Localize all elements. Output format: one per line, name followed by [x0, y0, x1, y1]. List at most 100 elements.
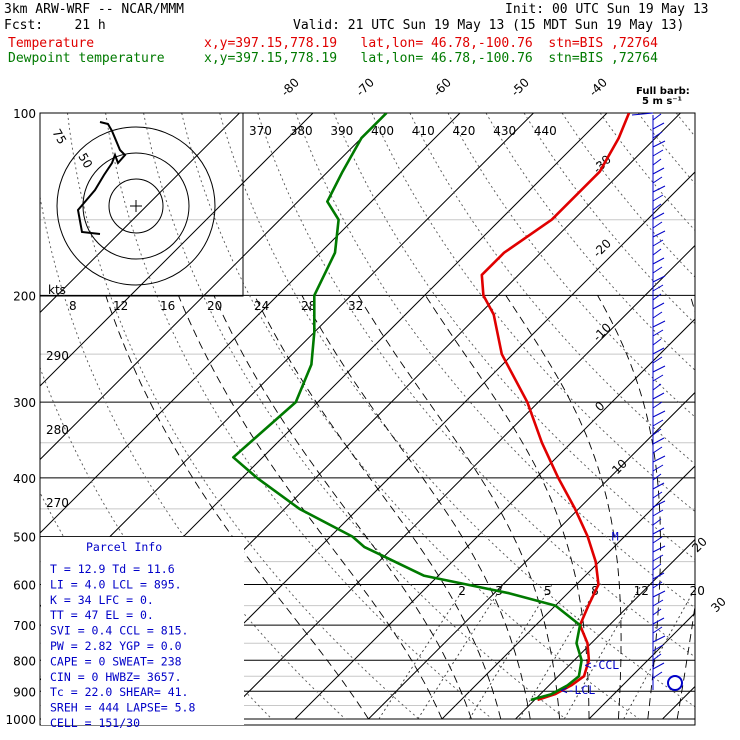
- theta-label-left: 290: [46, 349, 69, 363]
- isotherm-line: [221, 244, 695, 720]
- parcel-info-row: K = 34 LFC = 0.: [50, 593, 154, 607]
- isotherm-line: [40, 113, 387, 461]
- wind-barb: [652, 302, 665, 310]
- dry-adiabat: [333, 113, 695, 560]
- parcel-info-box: Parcel Info T = 12.9 Td = 11.6LI = 4.0 LC…: [41, 537, 244, 730]
- mixing-ratio-label: 20: [690, 584, 705, 598]
- dry-adiabat: [485, 113, 695, 371]
- speed-label: 16: [160, 299, 175, 313]
- hodograph-ring: [82, 152, 190, 260]
- speed-label: 8: [69, 299, 77, 313]
- parcel-info-row: CELL = 151/30: [50, 716, 140, 730]
- wind-barb: [652, 140, 666, 148]
- wind-barb: [652, 455, 666, 463]
- wind-barb: [652, 176, 663, 184]
- isotherm-line: [40, 113, 314, 387]
- temperature-legend-label: Temperature: [8, 36, 95, 51]
- plot-border: [39, 112, 696, 726]
- wind-barb: [652, 617, 665, 625]
- wind-barb: [652, 428, 662, 436]
- wind-barb: [652, 257, 665, 265]
- wind-barb: [652, 158, 662, 166]
- dry-adiabat: [409, 113, 695, 465]
- wind-barb: [652, 482, 665, 490]
- pressure-label: 300: [13, 396, 36, 410]
- wind-barb: [652, 275, 666, 283]
- parcel-info-row: CIN = 0 HWBZ= 3657.: [50, 670, 182, 684]
- dry-adiabat: [181, 113, 640, 720]
- sounding-traces: [232, 113, 631, 702]
- mixing-ratio-label: 12: [634, 584, 649, 598]
- speed-label: 28: [301, 299, 316, 313]
- wind-barb: [652, 671, 663, 679]
- wind-barb: [652, 401, 663, 409]
- isotherm-line: [368, 391, 695, 720]
- model-title: 3km ARW-WRF -- NCAR/MMM: [4, 2, 185, 17]
- wind-barb: [652, 554, 664, 562]
- isotherm-label: -40: [586, 75, 610, 99]
- wind-barb: [652, 653, 662, 661]
- wind-barb: [652, 365, 666, 373]
- barb-legend-line2: 5 m s⁻¹: [642, 96, 682, 107]
- parcel-box-bg: [41, 537, 244, 725]
- dry-adiabat: [67, 113, 420, 720]
- wind-barb: [652, 149, 664, 157]
- wind-barb: [652, 284, 664, 292]
- wind-barb: [652, 329, 664, 337]
- moist-adiabat: [301, 295, 531, 720]
- wind-barb: [652, 635, 666, 643]
- wind-barb: [652, 518, 662, 526]
- theta-label: 400: [371, 124, 394, 138]
- moist-adiabat: [676, 295, 695, 720]
- wind-barb: [652, 509, 664, 517]
- isotherm-line: [294, 318, 695, 720]
- dewpoint-location: x,y=397.15,778.19 lat,lon= 46.78,-100.76…: [204, 51, 658, 66]
- hodograph-ring-label: 50: [75, 151, 95, 171]
- wind-barb: [652, 230, 666, 238]
- dry-adiabat: [447, 113, 695, 418]
- moist-adiabat: [213, 295, 472, 720]
- parcel-info-row: SREH = 444 LAPSE= 5.8: [50, 701, 195, 715]
- dry-adiabat: [371, 113, 695, 513]
- dewpoint-trace: [232, 113, 583, 702]
- wind-barb: [652, 392, 665, 400]
- pressure-label: 800: [13, 654, 36, 668]
- temperature-trace: [480, 113, 631, 702]
- pressure-label: 1000: [5, 713, 36, 727]
- hodograph-units: kts: [48, 283, 66, 297]
- wind-barb: [652, 311, 663, 319]
- theta-label: 410: [412, 124, 435, 138]
- parcel-info-title: Parcel Info: [86, 540, 162, 554]
- theta-label: 380: [290, 124, 313, 138]
- parcel-info-row: Tc = 22.0 SHEAR= 41.: [50, 685, 188, 699]
- isotherm-label: 10: [609, 456, 630, 477]
- mixing-ratio-label: 2: [458, 584, 466, 598]
- wind-barb: [652, 536, 663, 544]
- moist-adiabat: [425, 295, 590, 719]
- isotherm-line: [40, 113, 240, 314]
- isotherm-line: [588, 612, 695, 720]
- moist-adiabat: [177, 295, 443, 720]
- wind-barb: [652, 239, 664, 247]
- level-annotation: M: [612, 530, 619, 544]
- isotherm-label: -10: [590, 320, 614, 344]
- wind-barb: [652, 446, 663, 454]
- wind-barb: [652, 464, 664, 472]
- theta-label: 440: [534, 124, 557, 138]
- dry-adiabat: [40, 194, 346, 720]
- parcel-info-row: SVI = 0.4 CCL = 815.: [50, 624, 188, 638]
- mixing-ratio-line: [378, 584, 467, 720]
- wind-barb: [652, 437, 665, 445]
- wind-barb: [652, 374, 664, 382]
- wind-barb-top: [631, 112, 654, 116]
- dry-adiabat: [523, 113, 695, 325]
- wind-barb: [652, 590, 666, 598]
- init-time: Init: 00 UTC Sun 19 May 13: [505, 2, 709, 17]
- dry-adiabat: [599, 113, 695, 232]
- parcel-info-row: LI = 4.0 LCL = 895.: [50, 577, 182, 591]
- theta-label: 370: [249, 124, 272, 138]
- theta-label: 390: [330, 124, 353, 138]
- dry-adiabat: [675, 113, 695, 138]
- wind-barb: [652, 662, 665, 670]
- wind-barb: [652, 212, 665, 220]
